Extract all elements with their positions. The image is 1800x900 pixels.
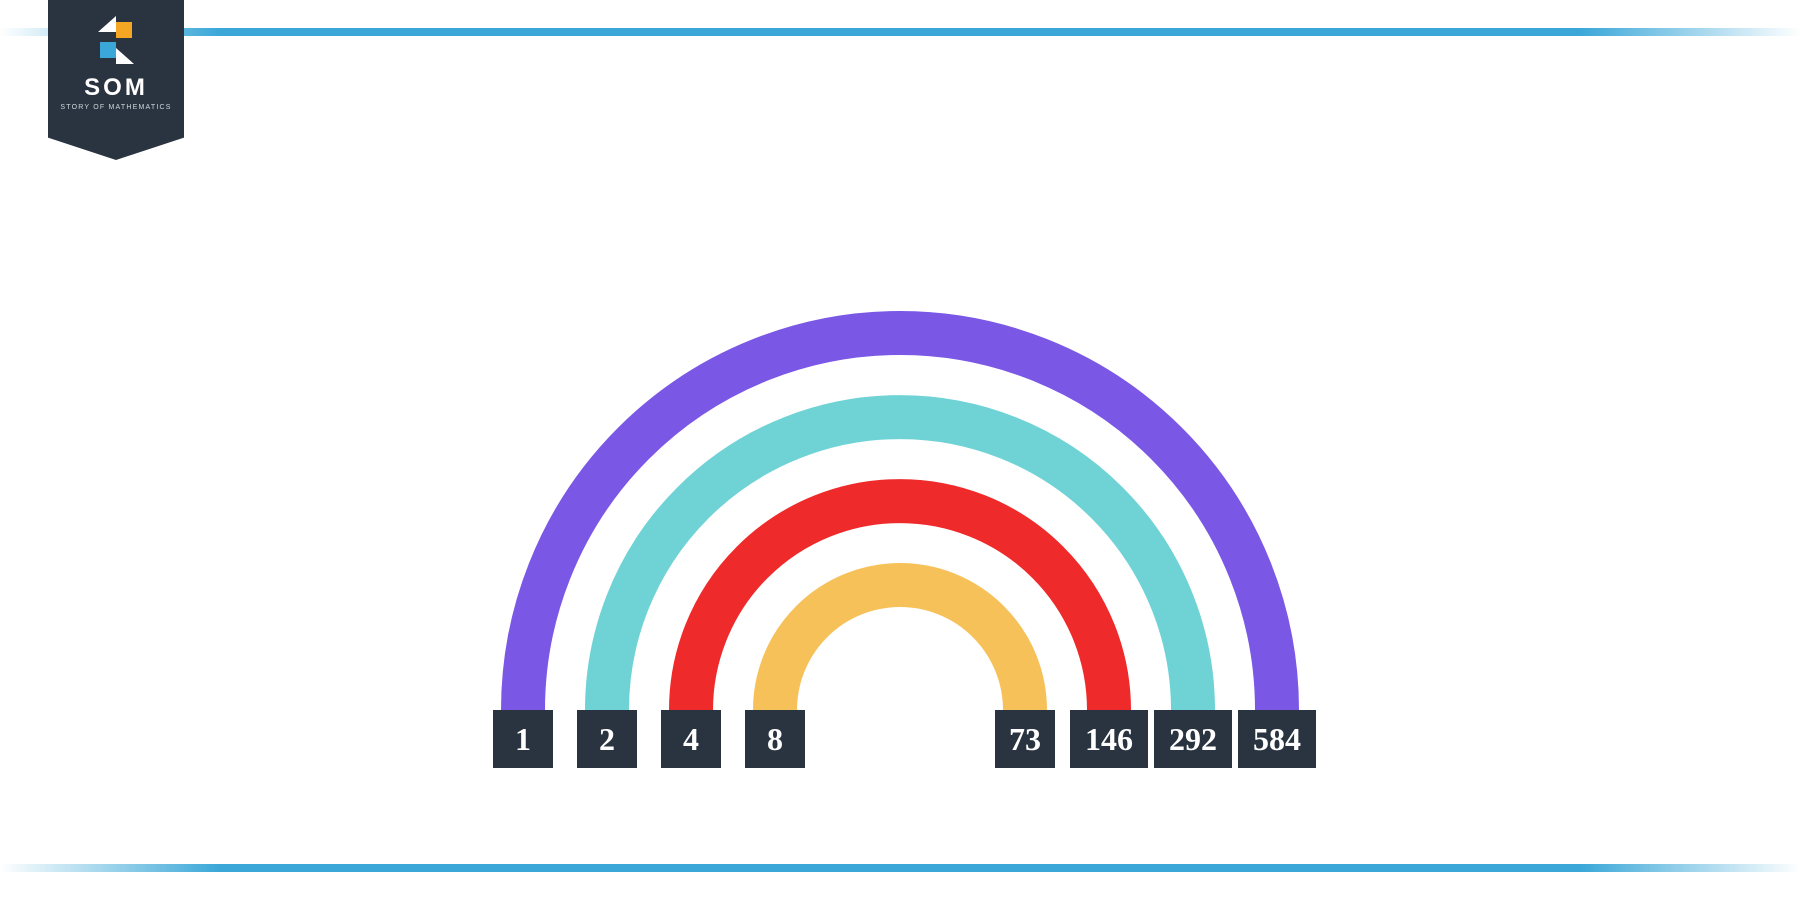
factor-rainbow-diagram: 8 73 4 146 2 292 1 584 <box>460 240 1340 800</box>
factor-label-right: 73 <box>995 710 1055 768</box>
factor-label-right: 146 <box>1070 710 1148 768</box>
bar-solid <box>220 28 1580 36</box>
brand-title: SOM <box>84 74 148 102</box>
brand-badge: SOM STORY OF MATHEMATICS <box>48 0 184 160</box>
bar-fade-right <box>1580 864 1800 872</box>
factor-arc <box>775 585 1025 710</box>
brand-mark-icon <box>92 16 140 64</box>
factor-label-left: 8 <box>745 710 805 768</box>
arcs-svg <box>460 240 1340 740</box>
factor-label-left: 1 <box>493 710 553 768</box>
bottom-accent-bar <box>0 864 1800 872</box>
factor-label-left: 2 <box>577 710 637 768</box>
brand-subtitle: STORY OF MATHEMATICS <box>60 104 171 111</box>
top-accent-bar <box>0 28 1800 36</box>
bar-solid <box>220 864 1580 872</box>
bar-fade-right <box>1580 28 1800 36</box>
factor-label-right: 292 <box>1154 710 1232 768</box>
factor-label-left: 4 <box>661 710 721 768</box>
factor-label-right: 584 <box>1238 710 1316 768</box>
bar-fade-left <box>0 864 220 872</box>
